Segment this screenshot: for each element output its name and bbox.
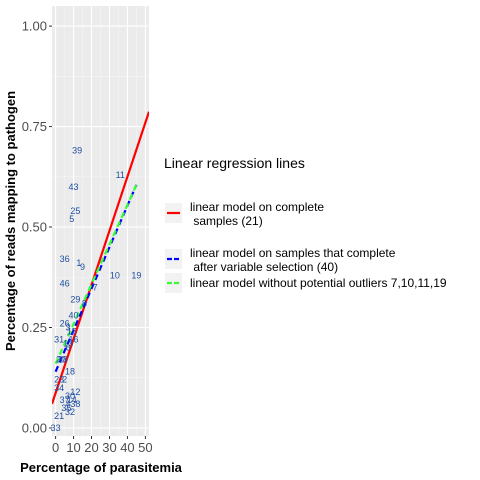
point-label: 38 <box>70 399 80 409</box>
point-label: 9 <box>80 262 85 272</box>
point-label: 5 <box>69 214 74 224</box>
point-label: 18 <box>65 367 75 377</box>
y-tick-label: 0.00 <box>22 420 47 435</box>
point-label: 13 <box>63 339 73 349</box>
grid <box>52 6 149 436</box>
point-label: 43 <box>69 182 79 192</box>
point-label: 8 <box>82 298 87 308</box>
y-tick-label: 1.00 <box>22 19 47 34</box>
point-label: 12 <box>70 387 80 397</box>
x-tick-label: 20 <box>84 440 98 455</box>
point-label: 35 <box>61 403 71 413</box>
legend-key <box>165 249 182 269</box>
point-label: 21 <box>54 411 64 421</box>
point-label: 15 <box>67 327 77 337</box>
point-label: 16 <box>69 335 79 345</box>
regression-line <box>54 184 138 373</box>
point-label: 25 <box>70 206 80 216</box>
point-label: 20 <box>56 355 66 365</box>
point-label: 40 <box>69 310 79 320</box>
point-label: 4 <box>66 399 71 409</box>
point-label: 11 <box>116 170 125 180</box>
point-label: 37 <box>60 395 70 405</box>
legend-label: linear model on complete samples (21) <box>190 200 324 228</box>
point-label: 29 <box>70 294 80 304</box>
legend-title: Linear regression lines <box>164 155 305 171</box>
x-tick-label: 50 <box>138 440 152 455</box>
axis-ticks: 0 10 20 30 40 50 0.00 0.25 0.50 0.75 1.00 <box>22 19 153 455</box>
point-label: 26 <box>60 318 70 328</box>
regression-line <box>52 111 149 405</box>
point-label: 34 <box>54 383 64 393</box>
legend: Linear regression lines linear model on … <box>164 155 447 293</box>
point-label: 39 <box>72 146 82 156</box>
x-tick-label: 0 <box>52 440 59 455</box>
y-tick-label: 0.50 <box>22 220 47 235</box>
point-label: 36 <box>60 254 70 264</box>
y-tick-label: 0.25 <box>22 320 47 335</box>
y-tick-label: 0.75 <box>22 119 47 134</box>
point-label: 30 <box>65 391 75 401</box>
legend-label: linear model without potential outliers … <box>190 276 447 290</box>
point-label: 10 <box>110 270 120 280</box>
legend-label: linear model on samples that complete af… <box>190 246 396 274</box>
point-label: 33 <box>51 423 61 433</box>
legend-key <box>165 273 182 293</box>
point-label: 3 <box>66 322 71 332</box>
point-label: 28 <box>58 355 68 365</box>
x-tick-label: 10 <box>66 440 80 455</box>
x-tick-label: 40 <box>120 440 134 455</box>
point-label: 14 <box>67 395 77 405</box>
point-label: 6 <box>66 343 71 353</box>
regression-line <box>54 184 138 365</box>
point-label: 31 <box>54 335 64 345</box>
regression-lines <box>52 111 149 405</box>
point-label: 32 <box>65 407 75 417</box>
point-label: 7 <box>93 282 98 292</box>
point-label: 2 <box>62 375 67 385</box>
point-label: 23 <box>54 375 64 385</box>
y-axis-title: Percentage of reads mapping to pathogen <box>3 91 18 351</box>
point-label: 1 <box>76 258 81 268</box>
x-axis-title: Percentage of parasitemia <box>20 460 183 475</box>
x-tick-label: 30 <box>102 440 116 455</box>
point-label: 46 <box>60 278 70 288</box>
point-label: 19 <box>131 270 141 280</box>
